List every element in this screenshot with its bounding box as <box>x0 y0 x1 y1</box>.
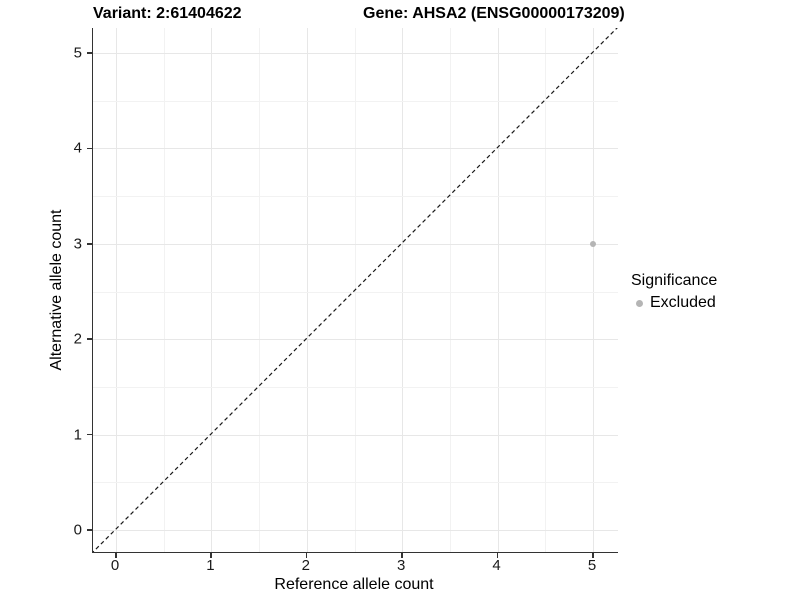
y-axis-tick <box>87 529 92 531</box>
legend-key <box>631 295 648 312</box>
legend-point-icon <box>636 299 643 307</box>
data-point <box>590 240 596 247</box>
x-axis-tick-label: 0 <box>110 557 120 574</box>
gridline <box>402 28 404 552</box>
x-axis-tick <box>305 553 308 558</box>
gridline <box>93 339 618 341</box>
gridline <box>93 148 618 150</box>
x-axis-tick <box>496 553 499 558</box>
y-axis-tick-label: 3 <box>73 235 82 253</box>
gridline <box>449 28 451 552</box>
identity-reference-line <box>93 28 618 552</box>
x-axis-tick-label: 4 <box>492 557 501 574</box>
x-axis-tick-label: 3 <box>397 557 406 574</box>
plot-panel <box>92 28 618 553</box>
y-axis-tick <box>87 52 92 54</box>
plot-title-variant: Variant: 2:61404622 <box>93 5 242 22</box>
plot-title-gene: Gene: AHSA2 (ENSG00000173209) <box>363 5 625 22</box>
gridline <box>116 28 117 552</box>
legend: Significance Excluded <box>631 272 717 312</box>
x-axis-tick <box>115 553 117 558</box>
gridline <box>93 434 618 436</box>
y-axis-tick-label: 0 <box>73 521 82 539</box>
legend-title: Significance <box>631 272 718 289</box>
x-axis-tick <box>401 553 403 558</box>
gridline <box>93 291 618 293</box>
gridline <box>93 530 618 531</box>
gridline <box>93 482 618 484</box>
gridline <box>593 28 594 552</box>
gridline <box>93 196 618 198</box>
y-axis-tick-label: 4 <box>73 139 82 157</box>
y-axis-tick <box>87 243 92 245</box>
y-axis-tick-label: 5 <box>73 44 82 62</box>
gridline <box>93 386 618 388</box>
x-axis-tick-label: 1 <box>206 557 215 574</box>
gridline <box>497 28 499 552</box>
legend-item-excluded: Excluded <box>631 294 717 312</box>
x-axis-tick-label: 2 <box>301 557 310 574</box>
gridline <box>93 243 618 245</box>
gridline <box>545 28 547 552</box>
gridline <box>93 100 618 102</box>
x-axis-tick <box>210 553 212 558</box>
y-axis-title: Alternative allele count <box>48 209 65 371</box>
y-axis-tick-label: 2 <box>73 330 82 348</box>
y-axis-tick <box>87 433 92 436</box>
legend-item-label: Excluded <box>650 294 716 311</box>
gridline <box>259 28 261 552</box>
gridline <box>306 28 308 552</box>
y-axis-tick-label: 1 <box>73 426 82 444</box>
x-axis-tick <box>592 553 594 558</box>
y-axis-tick <box>87 147 92 150</box>
gridline <box>211 28 213 552</box>
gridline <box>93 53 618 54</box>
x-axis-title: Reference allele count <box>274 576 434 593</box>
y-axis-tick <box>87 338 92 340</box>
x-axis-tick-label: 5 <box>587 557 597 574</box>
gridline <box>163 28 165 552</box>
